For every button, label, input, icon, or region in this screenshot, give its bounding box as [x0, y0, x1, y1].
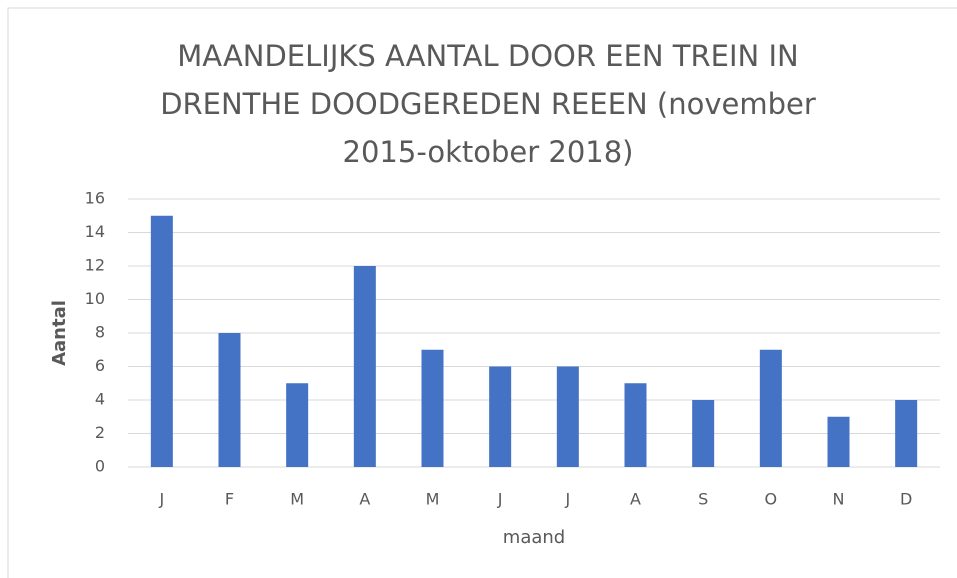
x-tick-label: O	[765, 490, 778, 509]
x-tick-label: D	[900, 490, 912, 509]
bar	[895, 400, 918, 467]
chart-title: MAANDELIJKS AANTAL DOOR EEN TREIN IN DRE…	[160, 39, 816, 169]
bar	[286, 383, 309, 467]
x-tick-label: J	[158, 490, 164, 509]
bar	[489, 366, 512, 467]
x-tick-label: J	[564, 490, 570, 509]
bar	[624, 383, 647, 467]
x-tick-label: S	[698, 490, 708, 509]
y-tick-label: 16	[85, 189, 105, 208]
y-tick-label: 12	[85, 256, 105, 275]
bar	[150, 215, 173, 467]
x-tick-label: M	[426, 490, 440, 509]
x-tick-label: N	[833, 490, 845, 509]
x-tick-label: J	[497, 490, 503, 509]
bar	[218, 333, 241, 467]
y-tick-label: 4	[95, 390, 105, 409]
bar	[353, 266, 376, 467]
chart-border	[7, 7, 957, 578]
x-tick-label: A	[630, 490, 641, 509]
y-tick-label: 6	[95, 356, 105, 375]
x-tick-label: A	[359, 490, 370, 509]
bar	[421, 349, 444, 467]
y-tick-label: 14	[85, 222, 105, 241]
y-axis-label: Aantal	[49, 300, 70, 366]
y-tick-label: 0	[95, 457, 105, 476]
bar	[692, 400, 715, 467]
bar	[827, 416, 850, 467]
x-tick-label: F	[225, 490, 234, 509]
bar	[556, 366, 579, 467]
y-tick-label: 2	[95, 423, 105, 442]
y-tick-label: 10	[85, 289, 105, 308]
x-axis-label: maand	[503, 527, 565, 548]
x-tick-label: M	[290, 490, 304, 509]
y-tick-label: 8	[95, 323, 105, 342]
bar	[759, 349, 782, 467]
